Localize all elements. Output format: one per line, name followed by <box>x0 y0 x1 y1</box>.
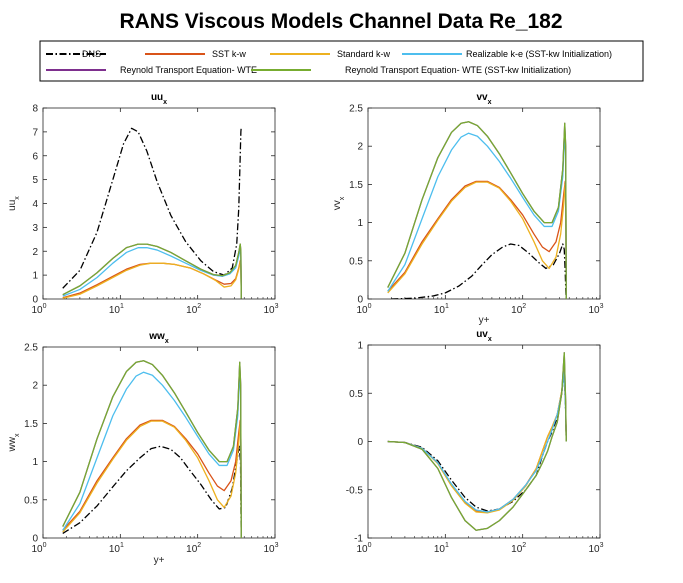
y-tick-label: 4 <box>32 199 38 210</box>
y-tick-label: 2 <box>32 381 38 392</box>
series-line <box>387 371 567 513</box>
y-tick-label: 0.5 <box>349 256 363 267</box>
y-tick-label: 0 <box>32 534 38 545</box>
series-line <box>391 243 567 299</box>
subplot-title: wwx <box>148 331 169 345</box>
series-group <box>387 121 567 299</box>
x-tick-label: 101 <box>434 542 449 555</box>
series-group <box>387 352 567 531</box>
y-tick-label: 0 <box>32 295 38 306</box>
y-tick-label: 2 <box>32 247 38 258</box>
y-axis-label: vvx <box>332 196 346 210</box>
x-tick-label: 103 <box>263 542 278 555</box>
y-tick-label: 1.5 <box>24 419 38 430</box>
legend-label: Reynold Transport Equation- WTE (SST-kw … <box>345 65 571 75</box>
x-axis-label: y+ <box>479 315 490 326</box>
x-tick-label: 103 <box>588 303 603 316</box>
y-tick-label: 0.5 <box>24 495 38 506</box>
legend-label: Standard k-w <box>337 49 391 59</box>
series-line <box>387 121 567 299</box>
series-line <box>62 420 242 538</box>
y-tick-label: 1 <box>32 457 38 468</box>
series-line <box>62 127 242 289</box>
y-tick-label: 1 <box>357 218 363 229</box>
x-axis-label: y+ <box>154 555 165 566</box>
legend-label: SST k-w <box>212 49 246 59</box>
plot-area <box>42 107 276 300</box>
legend-box <box>39 40 644 82</box>
y-tick-label: -0.5 <box>346 485 364 496</box>
series-line <box>387 352 567 531</box>
y-tick-label: 2 <box>357 142 363 153</box>
series-line <box>387 371 567 512</box>
y-tick-label: 2.5 <box>24 343 38 354</box>
y-tick-label: -1 <box>354 534 363 545</box>
legend-label: Reynold Transport Equation- WTE <box>120 65 257 75</box>
y-axis-label: uux <box>7 196 21 211</box>
legend: DNS SST k-w Standard k-w Realizable k-e (SS… <box>39 40 644 82</box>
series-line <box>62 261 242 299</box>
subplot-title: vvx <box>476 92 491 106</box>
plot-area <box>42 346 276 539</box>
series-group <box>62 360 242 538</box>
x-tick-label: 103 <box>588 542 603 555</box>
y-tick-label: 6 <box>32 151 38 162</box>
y-tick-label: 2.5 <box>349 104 363 115</box>
x-tick-label: 101 <box>109 303 124 316</box>
y-tick-label: 7 <box>32 127 38 138</box>
y-tick-label: 5 <box>32 175 38 186</box>
legend-label: DNS <box>82 49 101 59</box>
series-line <box>387 181 567 299</box>
series-line <box>62 360 242 538</box>
series-line <box>62 247 242 299</box>
legend-entry: DNS <box>46 49 106 59</box>
figure-title: RANS Viscous Models Channel Data Re_182 <box>119 10 562 33</box>
legend-label: Realizable k-e (SST-kw Initialization) <box>466 49 612 59</box>
y-tick-label: 0 <box>357 437 363 448</box>
y-tick-label: 1.5 <box>349 180 363 191</box>
y-tick-label: 0 <box>357 295 363 306</box>
legend-entry: Reynold Transport Equation- WTE (SST-kw … <box>251 65 571 75</box>
y-axis-label: wwx <box>7 433 21 452</box>
y-tick-label: 8 <box>32 104 38 115</box>
x-tick-label: 101 <box>109 542 124 555</box>
x-tick-label: 103 <box>263 303 278 316</box>
subplot-title: uux <box>151 92 167 106</box>
y-tick-label: 3 <box>32 223 38 234</box>
x-tick-label: 102 <box>511 542 526 555</box>
plot-area <box>367 107 601 300</box>
y-tick-label: 1 <box>32 271 38 282</box>
series-line <box>62 243 242 299</box>
legend-entry: SST k-w <box>145 49 246 59</box>
x-tick-label: 102 <box>186 303 201 316</box>
x-tick-label: 101 <box>434 303 449 316</box>
x-tick-label: 102 <box>186 542 201 555</box>
series-group <box>62 127 242 299</box>
legend-entry: Realizable k-e (SST-kw Initialization) <box>402 49 612 59</box>
legend-entry: Standard k-w <box>270 49 391 59</box>
legend-entry: Reynold Transport Equation- WTE <box>46 65 257 75</box>
y-tick-label: 0.5 <box>349 389 363 400</box>
y-tick-label: 1 <box>357 341 363 352</box>
plot-area <box>367 344 601 539</box>
x-tick-label: 102 <box>511 303 526 316</box>
subplot-title: uvx <box>476 329 492 343</box>
